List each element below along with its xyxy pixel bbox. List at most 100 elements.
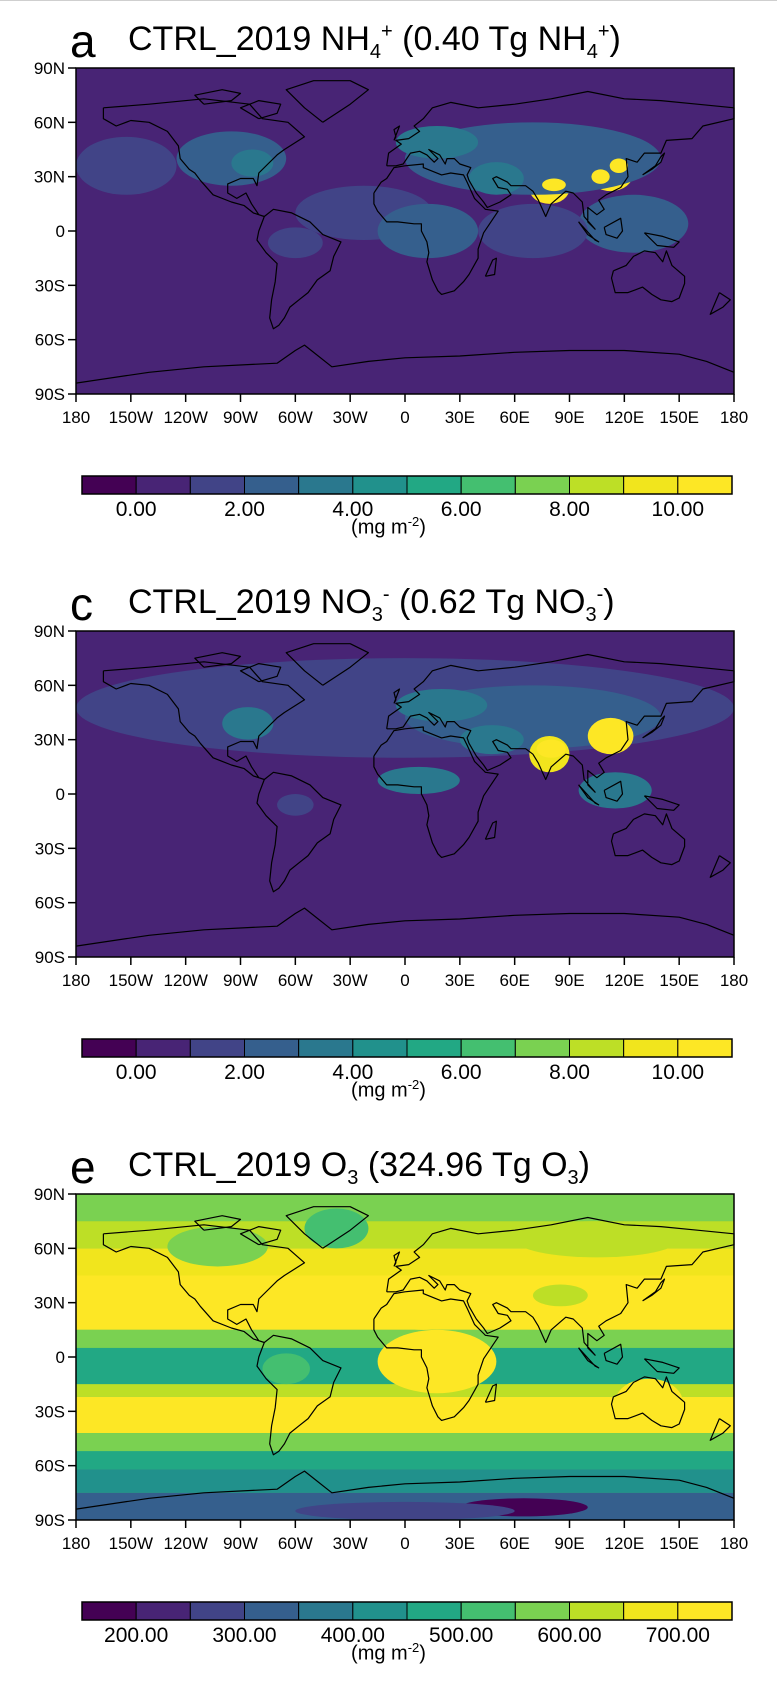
colorbar-swatch [81,1038,137,1058]
coastline [373,1289,499,1421]
y-tick-label: 90S [35,385,65,404]
field-region [459,725,524,755]
colorbar-swatch [460,1601,516,1621]
colorbar-swatch [460,1038,516,1058]
colorbar-frame [81,1601,733,1621]
x-tick-label: 150E [659,971,699,990]
colorbar-swatch [352,1038,408,1058]
y-tick-label: 0 [56,222,65,241]
coastline [386,90,735,230]
panel-letter: a [70,15,96,67]
x-tick-label: 120E [604,408,644,427]
coastline [239,663,282,683]
colorbar-swatch [406,475,462,495]
colorbar-swatch [623,1601,679,1621]
coastline [642,152,666,176]
coastline [285,643,369,686]
x-tick-label: 60E [500,408,530,427]
colorbar-swatch [569,475,625,495]
colorbar-frame [81,475,733,495]
colorbar-tick-label: 0.00 [116,498,157,521]
coastline [484,257,497,277]
y-tick-label: 60N [34,676,65,695]
coastline [386,1216,735,1356]
colorbar-tick-label: 400.00 [321,1624,385,1647]
x-tick-label: 180 [720,1534,748,1553]
coastline [578,784,600,806]
coastline [373,163,499,295]
coastline [239,100,282,120]
field-region [395,688,488,722]
coastline [194,652,242,668]
colorbar-tick-label: 8.00 [549,498,590,521]
coastline [484,820,497,840]
colorbar-tick-label: 700.00 [646,1624,710,1647]
colorbar-swatch [298,1601,354,1621]
x-tick-label: 120E [604,971,644,990]
x-tick-label: 90W [223,408,258,427]
coastline [75,1470,735,1510]
colorbar-swatch [244,1601,300,1621]
coastline [578,221,600,243]
colorbar-swatch [189,1038,245,1058]
x-tick-label: 150W [109,408,153,427]
field-region [377,203,479,259]
colorbar-swatch [406,1601,462,1621]
colorbar-swatch [677,1038,733,1058]
panel-letter: c [70,578,93,630]
y-tick-label: 60S [35,1457,65,1476]
x-tick-label: 120W [163,971,207,990]
colorbar-swatch [569,1038,625,1058]
colorbar-tick-label: 600.00 [537,1624,601,1647]
field-region [478,203,588,259]
field-region [295,1501,515,1520]
coastline [102,661,306,781]
y-tick-label: 90N [34,1185,65,1204]
colorbar-swatch [514,1601,570,1621]
coastline [102,98,306,218]
coastline [642,1278,666,1302]
field-region [277,794,314,816]
y-tick-label: 60N [34,1239,65,1258]
x-tick-label: 30W [333,971,368,990]
x-tick-label: 30W [333,1534,368,1553]
coastline [603,217,624,239]
panel-a: a CTRL_2019 NH4+ (0.40 Tg NH4+) 90N 60N 30… [0,0,777,560]
panel-title: c CTRL_2019 NO3- (0.62 Tg NO3-) [0,563,777,630]
coastline [603,1343,624,1365]
x-tick-label: 120W [163,408,207,427]
field-region [602,721,628,744]
coastline [393,125,401,141]
coastline [709,1418,731,1441]
coastline [256,1334,342,1456]
coastline [256,771,342,893]
coastlines [75,80,735,384]
field-region [231,149,274,177]
field-region [76,136,177,195]
colorbar-units: (mg m-2) [351,514,426,539]
colorbar-tick-label: 10.00 [652,498,705,521]
colorbar-swatch [135,1038,191,1058]
colorbar-swatch [352,1601,408,1621]
y-tick-label: 30N [34,731,65,750]
coastline [643,232,680,248]
y-tick-label: 30S [35,1402,65,1421]
x-tick-label: 150E [659,408,699,427]
field-region [532,1284,588,1307]
y-tick-label: 60N [34,113,65,132]
coastline [393,688,401,704]
zonal-band [76,1194,734,1222]
coastline [75,344,735,384]
x-tick-label: 180 [720,971,748,990]
zonal-band [76,1433,734,1452]
coastline [256,208,342,330]
colorbar-tick-label: 2.00 [224,498,265,521]
y-tick-label: 30N [34,1294,65,1313]
coastline [610,1376,686,1429]
panel-e: e CTRL_2019 O3 (324.96 Tg O3) 90N 60N 30N 0… [0,1126,777,1686]
colorbar-swatch [298,1038,354,1058]
x-tick-label: 150W [109,1534,153,1553]
top-rule [0,0,777,1]
coastline [610,813,686,866]
colorbar-frame [81,1038,733,1058]
